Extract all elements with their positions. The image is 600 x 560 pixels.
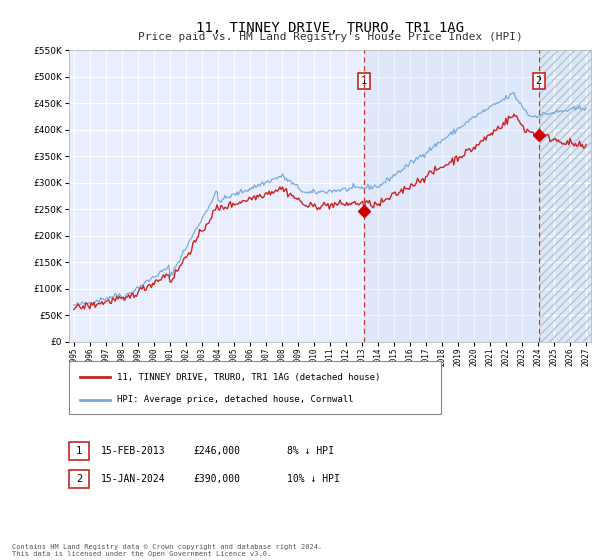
Text: 10% ↓ HPI: 10% ↓ HPI xyxy=(287,474,340,484)
Bar xyxy=(539,50,594,342)
Text: Contains HM Land Registry data © Crown copyright and database right 2024.
This d: Contains HM Land Registry data © Crown c… xyxy=(12,544,322,557)
Text: 2: 2 xyxy=(536,76,542,86)
Bar xyxy=(364,50,539,342)
Text: 8% ↓ HPI: 8% ↓ HPI xyxy=(287,446,334,456)
Bar xyxy=(539,50,594,342)
Text: 2: 2 xyxy=(76,474,82,484)
Text: 1: 1 xyxy=(361,76,367,86)
Text: Price paid vs. HM Land Registry's House Price Index (HPI): Price paid vs. HM Land Registry's House … xyxy=(137,32,523,43)
Text: £390,000: £390,000 xyxy=(194,474,241,484)
Text: HPI: Average price, detached house, Cornwall: HPI: Average price, detached house, Corn… xyxy=(117,395,353,404)
Text: 15-FEB-2013: 15-FEB-2013 xyxy=(101,446,166,456)
Text: 1: 1 xyxy=(76,446,82,456)
Text: 15-JAN-2024: 15-JAN-2024 xyxy=(101,474,166,484)
Text: 11, TINNEY DRIVE, TRURO, TR1 1AG (detached house): 11, TINNEY DRIVE, TRURO, TR1 1AG (detach… xyxy=(117,372,380,382)
Text: £246,000: £246,000 xyxy=(194,446,241,456)
Text: 11, TINNEY DRIVE, TRURO, TR1 1AG: 11, TINNEY DRIVE, TRURO, TR1 1AG xyxy=(196,21,464,35)
